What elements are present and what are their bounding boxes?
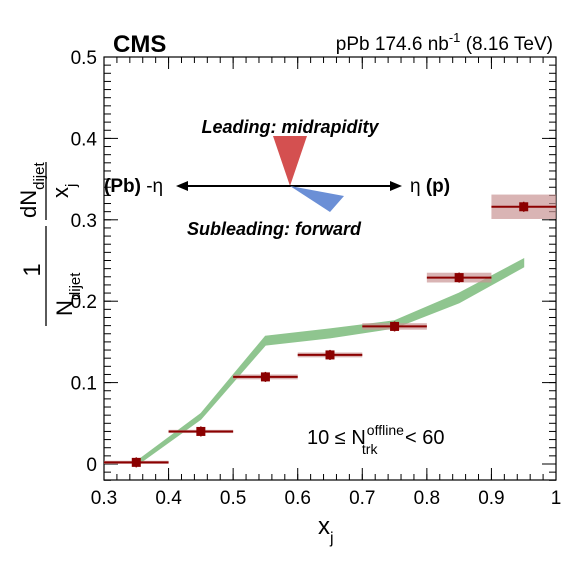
y-tick-label: 0.3 [71, 211, 97, 232]
axis-ticks: 0.3 0.4 0.5 0.6 0.7 0.8 0.9 1 0 0.1 0.2 0.3 0.4 0.5 [71, 48, 562, 509]
x-tick-label: 0.8 [414, 488, 440, 509]
data-points-layer [104, 194, 556, 468]
subleading-jet-cone [290, 186, 344, 212]
y-axis-label: 1 Ndijet [19, 226, 84, 326]
data-point-marker [196, 426, 206, 436]
y-tick-label: 0.4 [71, 129, 98, 150]
rapidity-diagram: Leading: midrapidity (Pb) -η η (p) Suble… [104, 117, 450, 239]
leading-label: Leading: midrapidity [201, 117, 379, 137]
y-label-denominator: xj [48, 184, 80, 198]
y-tick-label: 0 [86, 455, 97, 476]
x-tick-label: 0.4 [155, 488, 182, 509]
y-label-numerator: dNdijet [16, 162, 48, 218]
data-point-marker [519, 202, 529, 212]
model-band-layer [135, 258, 525, 467]
x-tick-label: 0.5 [220, 488, 246, 509]
x-tick-label: 1 [551, 488, 562, 509]
y-label-norm: Ndijet [52, 272, 84, 316]
data-point-marker [325, 350, 335, 360]
x-tick-label: 0.6 [285, 488, 311, 509]
ntrk-selection-label: 10 ≤ Noffline trk < 60 [307, 422, 445, 457]
subleading-label: Subleading: forward [187, 219, 362, 239]
x-tick-label: 0.7 [349, 488, 375, 509]
x-tick-label: 0.9 [478, 488, 504, 509]
experiment-label: CMS [113, 31, 166, 58]
y-tick-label: 0.2 [71, 292, 97, 313]
data-point-marker [260, 372, 270, 382]
eta-axis-left-arrow [176, 181, 188, 191]
leading-jet-cone [273, 136, 307, 186]
data-point-marker [131, 457, 141, 467]
x-axis-label: xj [318, 513, 334, 547]
data-point-marker [390, 321, 400, 331]
y-tick-label: 0.1 [71, 374, 97, 395]
p-direction-label: η (p) [410, 176, 450, 197]
model-band [135, 258, 525, 467]
y-tick-label: 0.5 [71, 48, 97, 69]
data-point-marker [454, 273, 464, 283]
y-axis-derivative: dNdijet xj [16, 162, 80, 220]
eta-axis-right-arrow [390, 181, 402, 191]
y-label-one: 1 [19, 263, 46, 276]
x-tick-label: 0.3 [91, 488, 117, 509]
pb-direction-label: (Pb) -η [104, 176, 163, 197]
run-label: pPb 174.6 nb-1 (8.16 TeV) [336, 30, 553, 55]
